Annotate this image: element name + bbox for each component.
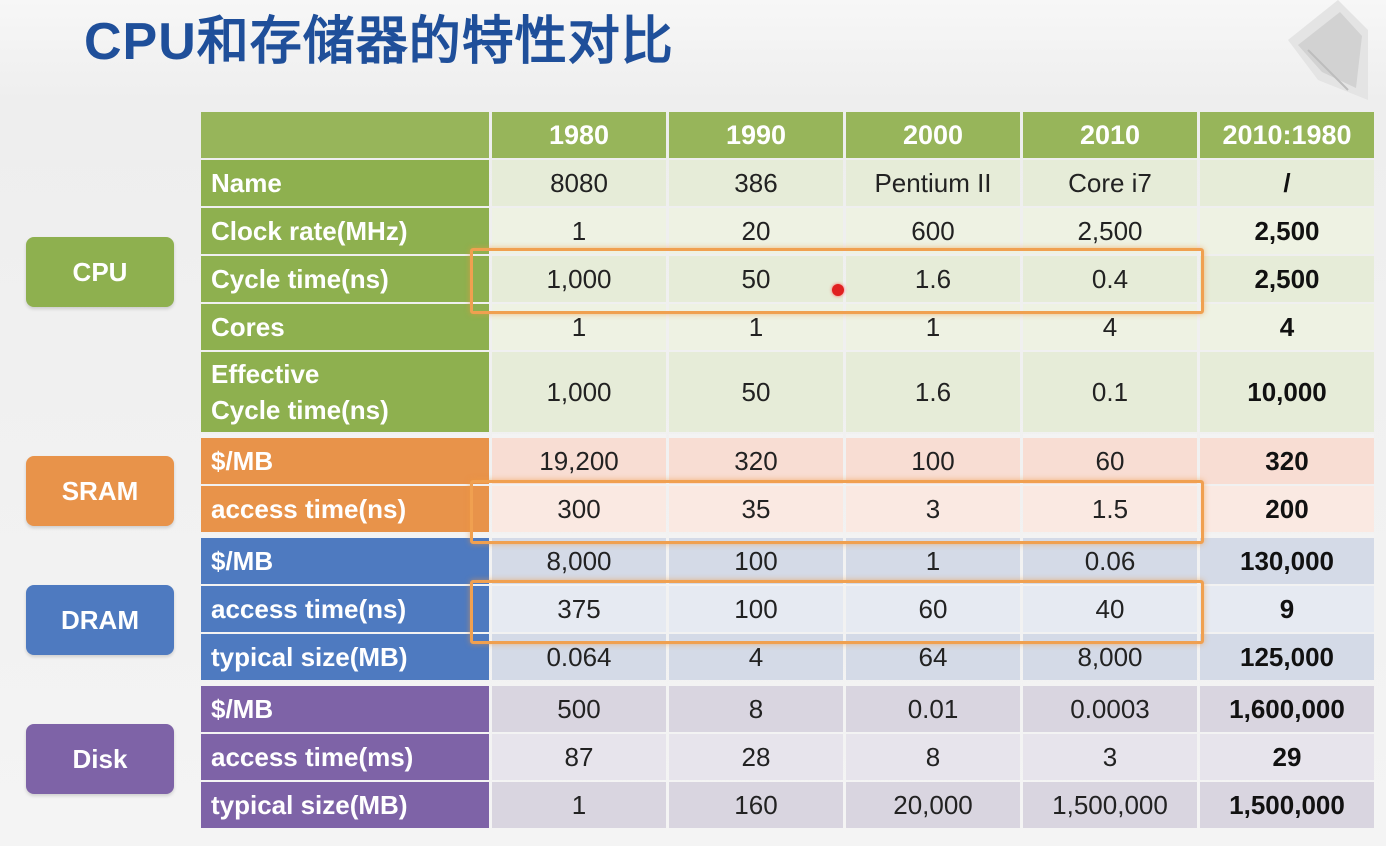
table-cell: 300 [492, 486, 666, 532]
table-cell: 386 [669, 160, 843, 206]
table-cell: 1.6 [846, 352, 1020, 432]
table-cell: 8,000 [492, 534, 666, 584]
row-label: access time(ms) [201, 734, 489, 780]
table-cell: 500 [492, 682, 666, 732]
ratio-cell: 2,500 [1200, 208, 1374, 254]
table-cell: 160 [669, 782, 843, 828]
column-header: 2000 [846, 112, 1020, 158]
table-header-row: 1980 1990 2000 2010 2010:1980 [201, 112, 1374, 158]
row-label: Cycle time(ns) [201, 256, 489, 302]
table-cell: Pentium II [846, 160, 1020, 206]
table-cell: 2,500 [1023, 208, 1197, 254]
table-cell: 1,000 [492, 256, 666, 302]
row-label: $/MB [201, 534, 489, 584]
row-label: access time(ns) [201, 586, 489, 632]
table-cell: 100 [669, 586, 843, 632]
ratio-cell: 2,500 [1200, 256, 1374, 302]
table-cell: 1.5 [1023, 486, 1197, 532]
table-cell: 3 [1023, 734, 1197, 780]
table-row: Name 8080 386 Pentium II Core i7 / [201, 160, 1374, 206]
table-cell: 100 [846, 434, 1020, 484]
table-cell: 375 [492, 586, 666, 632]
table-row: Cores 1 1 1 4 4 [201, 304, 1374, 350]
row-label: $/MB [201, 434, 489, 484]
group-label-cpu: CPU [26, 237, 174, 307]
table-cell: 40 [1023, 586, 1197, 632]
table-cell: 28 [669, 734, 843, 780]
table-row: Effective Cycle time(ns) 1,000 50 1.6 0.1… [201, 352, 1374, 432]
ratio-cell: 29 [1200, 734, 1374, 780]
row-label: Effective Cycle time(ns) [201, 352, 489, 432]
row-label: typical size(MB) [201, 634, 489, 680]
table-cell: 1 [492, 782, 666, 828]
column-header: 1990 [669, 112, 843, 158]
highlight-box-sram-access-time [470, 480, 1204, 544]
table-row: typical size(MB) 1 160 20,000 1,500,000 … [201, 782, 1374, 828]
table-cell: 8080 [492, 160, 666, 206]
table-cell: 20 [669, 208, 843, 254]
table-row: $/MB 500 8 0.01 0.0003 1,600,000 [201, 682, 1374, 732]
row-label-line: Cycle time(ns) [211, 395, 389, 425]
table-cell: 320 [669, 434, 843, 484]
table-cell: 0.0003 [1023, 682, 1197, 732]
ratio-cell: 1,500,000 [1200, 782, 1374, 828]
row-label-line: Effective [211, 359, 320, 389]
highlight-box-dram-access-time [470, 580, 1204, 644]
table-cell: 3 [846, 486, 1020, 532]
table-cell: 0.1 [1023, 352, 1197, 432]
decorative-corner-graphic [1288, 0, 1368, 100]
table-cell: 0.4 [1023, 256, 1197, 302]
column-header: 2010 [1023, 112, 1197, 158]
table-row: $/MB 19,200 320 100 60 320 [201, 434, 1374, 484]
highlight-box-cpu-cycle-time [470, 248, 1204, 314]
ratio-cell: / [1200, 160, 1374, 206]
header-corner-cell [201, 112, 489, 158]
laser-pointer-dot [832, 284, 844, 296]
table-row: Clock rate(MHz) 1 20 600 2,500 2,500 [201, 208, 1374, 254]
table-cell: 1,500,000 [1023, 782, 1197, 828]
table-cell: 35 [669, 486, 843, 532]
ratio-cell: 320 [1200, 434, 1374, 484]
ratio-cell: 200 [1200, 486, 1374, 532]
table-row: Cycle time(ns) 1,000 50 1.6 0.4 2,500 [201, 256, 1374, 302]
table-cell: 600 [846, 208, 1020, 254]
group-label-disk: Disk [26, 724, 174, 794]
row-label: $/MB [201, 682, 489, 732]
table-cell: 8 [846, 734, 1020, 780]
table-cell: 60 [846, 586, 1020, 632]
row-label: Cores [201, 304, 489, 350]
group-label-dram: DRAM [26, 585, 174, 655]
table-cell: 20,000 [846, 782, 1020, 828]
table-cell: 19,200 [492, 434, 666, 484]
column-header: 1980 [492, 112, 666, 158]
row-label: Clock rate(MHz) [201, 208, 489, 254]
table-cell: 50 [669, 256, 843, 302]
table-cell: 1,000 [492, 352, 666, 432]
ratio-cell: 1,600,000 [1200, 682, 1374, 732]
table-cell: 1 [492, 208, 666, 254]
table-cell: 8 [669, 682, 843, 732]
table-cell: 60 [1023, 434, 1197, 484]
table-row: access time(ns) 300 35 3 1.5 200 [201, 486, 1374, 532]
table-cell: 0.01 [846, 682, 1020, 732]
slide-title: CPU和存储器的特性对比 [84, 13, 674, 71]
ratio-cell: 130,000 [1200, 534, 1374, 584]
column-header: 2010:1980 [1200, 112, 1374, 158]
table-cell: 87 [492, 734, 666, 780]
row-label: access time(ns) [201, 486, 489, 532]
table-cell: 50 [669, 352, 843, 432]
ratio-cell: 10,000 [1200, 352, 1374, 432]
ratio-cell: 4 [1200, 304, 1374, 350]
ratio-cell: 9 [1200, 586, 1374, 632]
row-label: Name [201, 160, 489, 206]
ratio-cell: 125,000 [1200, 634, 1374, 680]
table-cell: Core i7 [1023, 160, 1197, 206]
table-row: access time(ms) 87 28 8 3 29 [201, 734, 1374, 780]
row-label: typical size(MB) [201, 782, 489, 828]
table-cell: 1.6 [846, 256, 1020, 302]
group-label-sram: SRAM [26, 456, 174, 526]
table-row: access time(ns) 375 100 60 40 9 [201, 586, 1374, 632]
comparison-table: 1980 1990 2000 2010 2010:1980 Name 8080 … [198, 110, 1377, 830]
